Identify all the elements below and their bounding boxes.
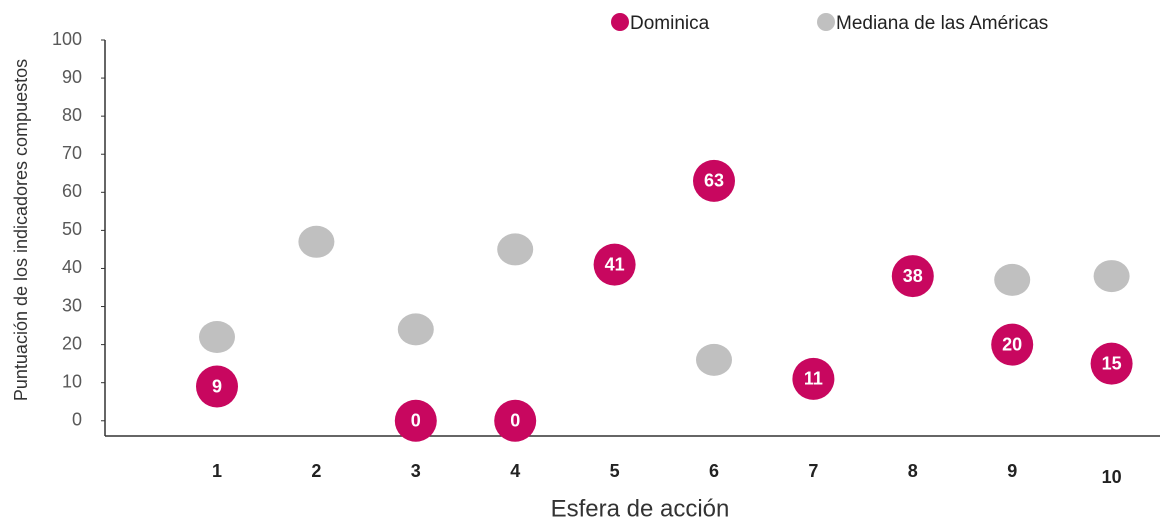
data-label: 11 xyxy=(804,369,823,389)
dominica-dot xyxy=(991,323,1034,366)
y-tick-label: 50 xyxy=(62,219,82,239)
median-dot xyxy=(497,233,534,266)
median-dot xyxy=(199,321,235,353)
y-tick-label: 60 xyxy=(62,181,82,201)
dominica-dot xyxy=(792,357,835,400)
dominica-dot xyxy=(1090,342,1133,385)
legend-marker xyxy=(611,13,629,31)
data-label: 38 xyxy=(903,266,923,286)
x-tick-label: 5 xyxy=(610,461,620,481)
data-label: 63 xyxy=(704,171,724,191)
x-tick-label: 10 xyxy=(1102,467,1122,487)
y-tick-label: 30 xyxy=(62,295,82,315)
y-tick-label: 100 xyxy=(52,29,82,49)
dominica-dot xyxy=(196,365,238,408)
y-tick-label: 80 xyxy=(62,105,82,125)
legend-marker xyxy=(817,13,835,31)
x-tick-label: 4 xyxy=(510,461,520,481)
median-dot xyxy=(298,225,335,258)
data-label: 41 xyxy=(605,254,625,274)
x-tick-label: 9 xyxy=(1007,461,1017,481)
y-tick-label: 10 xyxy=(62,371,82,391)
x-tick-label: 8 xyxy=(908,461,918,481)
legend-label: Mediana de las Américas xyxy=(836,13,1048,34)
y-tick-label: 70 xyxy=(62,143,82,163)
median-dot xyxy=(397,313,434,346)
median-dot xyxy=(696,343,732,376)
y-axis-title: Puntuación de los indicadores compuestos xyxy=(11,59,31,401)
legend-label: Dominica xyxy=(630,13,710,34)
y-tick-label: 40 xyxy=(62,257,82,277)
data-label: 9 xyxy=(212,376,222,396)
y-tick-label: 20 xyxy=(62,333,82,353)
dominica-dot xyxy=(891,255,934,298)
y-tick-label: 90 xyxy=(62,67,82,87)
median-dot xyxy=(1093,260,1130,293)
data-label: 0 xyxy=(411,411,421,431)
x-axis-title: Esfera de acción xyxy=(551,495,730,522)
y-tick-label: 0 xyxy=(72,410,82,430)
dominica-dot xyxy=(394,399,437,442)
dominica-dot xyxy=(494,399,537,442)
x-tick-label: 3 xyxy=(411,461,421,481)
x-tick-label: 1 xyxy=(212,461,222,481)
median-dot xyxy=(994,263,1031,296)
dominica-dot xyxy=(693,159,735,202)
data-label: 0 xyxy=(510,411,520,431)
data-label: 20 xyxy=(1002,334,1022,354)
x-tick-label: 2 xyxy=(311,461,321,481)
dominica-dot xyxy=(593,243,636,286)
x-tick-label: 7 xyxy=(808,461,818,481)
data-label: 15 xyxy=(1102,353,1122,373)
x-tick-label: 6 xyxy=(709,461,719,481)
